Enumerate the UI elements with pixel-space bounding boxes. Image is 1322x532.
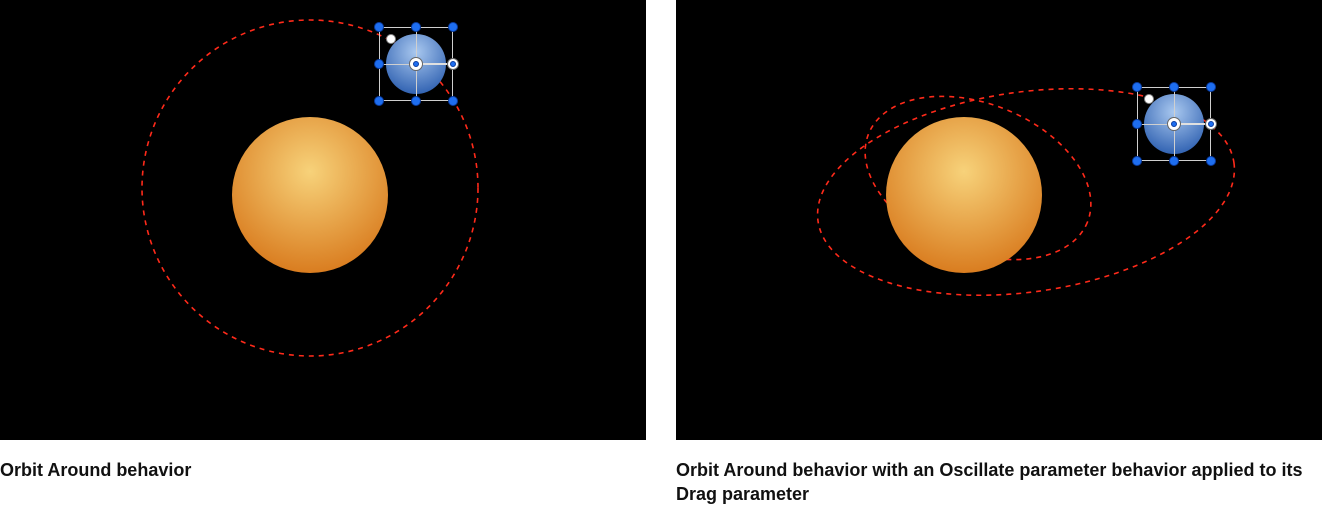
resize-handle[interactable]	[1132, 119, 1142, 129]
rotation-handle[interactable]	[1144, 94, 1154, 104]
resize-handle[interactable]	[1132, 82, 1142, 92]
arm-end-center	[450, 61, 456, 67]
caption-left: Orbit Around behavior	[0, 458, 646, 482]
resize-handle[interactable]	[1132, 156, 1142, 166]
figure-root: Orbit Around behavior Orbit Around behav…	[0, 0, 1322, 532]
anchor-point-center	[413, 61, 419, 67]
planet-sphere	[232, 117, 388, 273]
caption-right: Orbit Around behavior with an Oscillate …	[676, 458, 1322, 507]
resize-handle[interactable]	[1169, 82, 1179, 92]
resize-handle[interactable]	[411, 22, 421, 32]
resize-handle[interactable]	[1169, 156, 1179, 166]
resize-handle[interactable]	[374, 96, 384, 106]
canvas-left	[0, 0, 646, 440]
resize-handle[interactable]	[1206, 82, 1216, 92]
panel-left: Orbit Around behavior	[0, 0, 646, 507]
arm-end-center	[1208, 121, 1214, 127]
canvas-right	[676, 0, 1322, 440]
resize-handle[interactable]	[374, 59, 384, 69]
resize-handle[interactable]	[1206, 156, 1216, 166]
resize-handle[interactable]	[448, 22, 458, 32]
rotation-handle[interactable]	[386, 34, 396, 44]
resize-handle[interactable]	[411, 96, 421, 106]
planet-sphere	[886, 117, 1042, 273]
resize-handle[interactable]	[374, 22, 384, 32]
panel-right: Orbit Around behavior with an Oscillate …	[676, 0, 1322, 507]
anchor-point-center	[1171, 121, 1177, 127]
panel-row: Orbit Around behavior Orbit Around behav…	[0, 0, 1322, 507]
resize-handle[interactable]	[448, 96, 458, 106]
